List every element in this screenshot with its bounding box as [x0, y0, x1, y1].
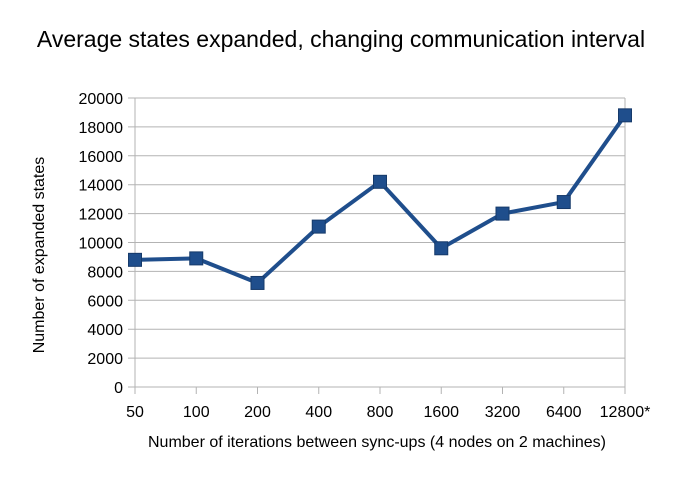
y-tick-label: 0 — [114, 380, 123, 397]
y-tick-label: 14000 — [79, 178, 124, 195]
data-point — [128, 252, 142, 267]
x-tick-labels: 50 100 200 400 800 1600 3200 6400 12800* — [126, 404, 650, 421]
y-axis-label: Number of expanded states — [31, 156, 48, 354]
data-point — [618, 108, 632, 123]
data-point — [311, 219, 326, 234]
y-tick-label: 6000 — [87, 293, 123, 310]
grid-lines — [128, 97, 625, 388]
y-tick-label: 16000 — [79, 149, 124, 166]
series-line — [134, 114, 627, 285]
x-tick-label: 400 — [305, 404, 332, 421]
y-tick-label: 2000 — [87, 351, 123, 368]
series-layer — [128, 108, 632, 290]
y-tick-label: 10000 — [79, 236, 124, 253]
y-tick-label: 18000 — [79, 120, 124, 137]
chart-title: Average states expanded, changing commun… — [36, 26, 646, 52]
data-point — [189, 251, 204, 266]
data-point — [495, 206, 510, 221]
y-tick-label: 20000 — [79, 91, 124, 108]
x-tick-label: 200 — [244, 404, 271, 421]
x-tick-label: 12800* — [600, 404, 651, 421]
x-tick-label: 800 — [367, 404, 394, 421]
data-point — [556, 195, 571, 210]
x-tick-label: 3200 — [485, 404, 521, 421]
y-tick-labels: 0 2000 4000 6000 8000 10000 12000 14000 16000 180… — [79, 91, 124, 397]
data-point — [434, 241, 449, 256]
data-point — [250, 275, 265, 290]
axes — [134, 98, 626, 394]
x-tick-label: 100 — [183, 404, 210, 421]
y-tick-label: 8000 — [87, 264, 123, 281]
x-tick-label: 6400 — [546, 404, 582, 421]
x-axis-label: Number of iterations between sync-ups (4… — [147, 434, 606, 451]
x-tick-label: 50 — [126, 404, 144, 421]
y-tick-label: 4000 — [87, 322, 123, 339]
y-tick-label: 12000 — [79, 207, 124, 224]
data-point — [373, 174, 387, 189]
x-tick-label: 1600 — [423, 404, 459, 421]
